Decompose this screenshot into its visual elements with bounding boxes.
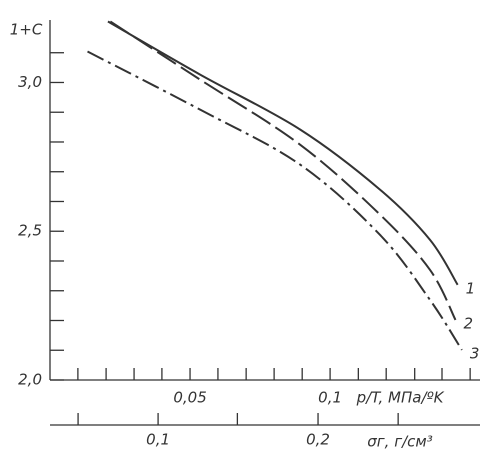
curve — [87, 50, 463, 351]
x2-tick-label: 0,2 — [306, 431, 330, 449]
curve — [107, 20, 459, 286]
x-axis-label: p/T, МПа/ºK — [356, 389, 445, 407]
x-tick-label: 0,1 — [318, 389, 342, 407]
x-tick-label: 0,05 — [173, 389, 206, 407]
x2-tick-label: 0,1 — [146, 431, 170, 449]
y-tick-label: 3,0 — [18, 73, 42, 91]
x2-axis-label: σг, г/см³ — [367, 433, 432, 451]
y-tick-label: 2,5 — [18, 222, 42, 240]
y-axis-label: 1+C — [10, 21, 43, 39]
legend-label: 3 — [470, 344, 480, 362]
y-tick-label: 2,0 — [18, 371, 42, 389]
legend-label: 1 — [466, 279, 476, 297]
curve — [109, 20, 457, 321]
legend-label: 2 — [463, 314, 473, 332]
